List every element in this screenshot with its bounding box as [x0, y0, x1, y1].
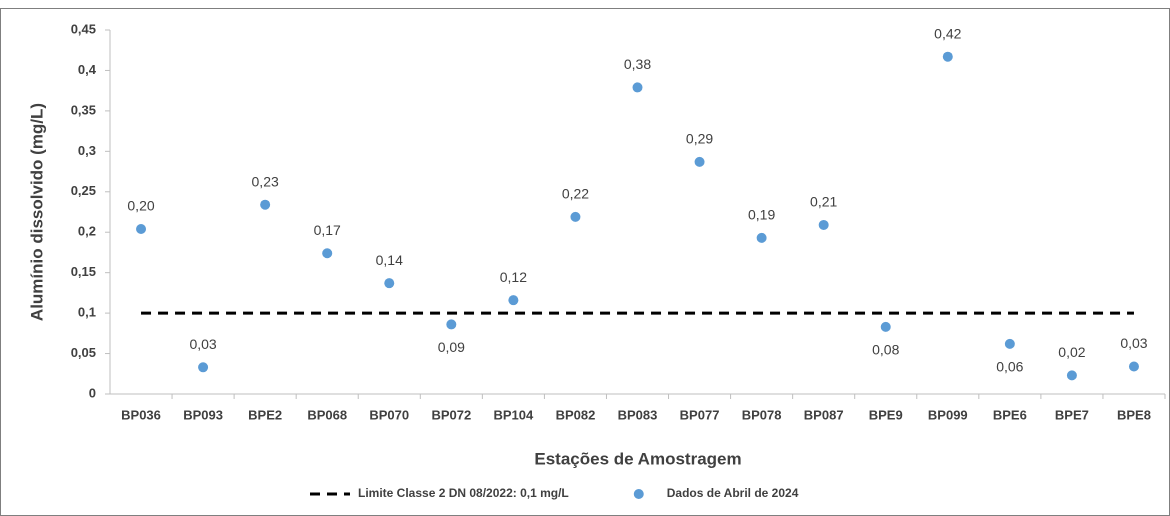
data-label: 0,09 — [438, 339, 465, 355]
x-tick-label: BPE6 — [993, 407, 1027, 422]
data-label: 0,20 — [127, 198, 154, 214]
data-label: 0,12 — [500, 269, 527, 285]
data-label: 0,02 — [1058, 344, 1085, 360]
data-point — [756, 232, 767, 243]
data-point — [384, 278, 395, 289]
data-point — [570, 211, 581, 222]
y-tick-label: 0,1 — [78, 305, 96, 320]
data-label: 0,06 — [996, 359, 1023, 375]
data-label: 0,21 — [810, 194, 837, 210]
data-point — [508, 295, 519, 306]
legend-label: Limite Classe 2 DN 08/2022: 0,1 mg/L — [358, 486, 569, 500]
y-tick-label: 0,15 — [71, 264, 96, 279]
x-tick-label: BP036 — [121, 407, 161, 422]
x-tick-label: BP083 — [618, 407, 658, 422]
x-tick-label: BP099 — [928, 407, 968, 422]
y-axis-title: Alumínio dissolvido (mg/L) — [27, 103, 46, 321]
x-tick-label: BPE8 — [1117, 407, 1151, 422]
data-label: 0,19 — [748, 207, 775, 223]
legend-marker — [633, 489, 644, 499]
data-label: 0,42 — [934, 25, 961, 41]
x-tick-label: BP068 — [307, 407, 347, 422]
x-axis-title: Estações de Amostragem — [534, 449, 741, 468]
x-tick-label: BP070 — [369, 407, 409, 422]
data-label: 0,23 — [252, 173, 279, 189]
x-tick-label: BP104 — [494, 407, 535, 422]
data-point — [1004, 338, 1015, 349]
y-tick-label: 0,2 — [78, 224, 96, 239]
data-point — [322, 248, 333, 259]
x-tick-label: BP093 — [183, 407, 223, 422]
x-tick-label: BP087 — [804, 407, 844, 422]
y-tick-label: 0 — [89, 385, 96, 400]
data-point — [1066, 370, 1077, 381]
data-label: 0,03 — [1120, 335, 1147, 351]
y-tick-label: 0,05 — [71, 345, 96, 360]
y-tick-label: 0,3 — [78, 143, 96, 158]
data-label: 0,38 — [624, 56, 651, 72]
x-tick-label: BP082 — [556, 407, 596, 422]
x-tick-label: BP078 — [742, 407, 782, 422]
y-tick-label: 0,25 — [71, 183, 96, 198]
data-label: 0,29 — [686, 131, 713, 147]
y-tick-label: 0,35 — [71, 102, 96, 117]
data-point — [1128, 361, 1139, 372]
data-point — [260, 199, 271, 210]
chart-border — [0, 8, 1170, 516]
data-point — [632, 82, 643, 93]
data-label: 0,17 — [314, 222, 341, 238]
legend-label: Dados de Abril de 2024 — [667, 486, 799, 500]
x-tick-label: BP077 — [680, 407, 720, 422]
data-label: 0,22 — [562, 186, 589, 202]
x-tick-label: BPE7 — [1055, 407, 1089, 422]
x-tick-label: BP072 — [431, 407, 471, 422]
data-label: 0,14 — [376, 252, 403, 268]
x-tick-label: BPE9 — [869, 407, 903, 422]
data-point — [818, 219, 829, 230]
data-point — [880, 321, 891, 332]
x-tick-label: BPE2 — [248, 407, 282, 422]
data-label: 0,08 — [872, 342, 899, 358]
data-point — [694, 156, 705, 167]
y-tick-label: 0,4 — [78, 62, 97, 77]
data-label: 0,03 — [189, 336, 216, 352]
data-point — [198, 362, 209, 373]
data-point — [136, 223, 147, 234]
y-tick-label: 0,45 — [71, 21, 96, 36]
data-point — [942, 51, 953, 62]
data-point — [446, 319, 457, 330]
